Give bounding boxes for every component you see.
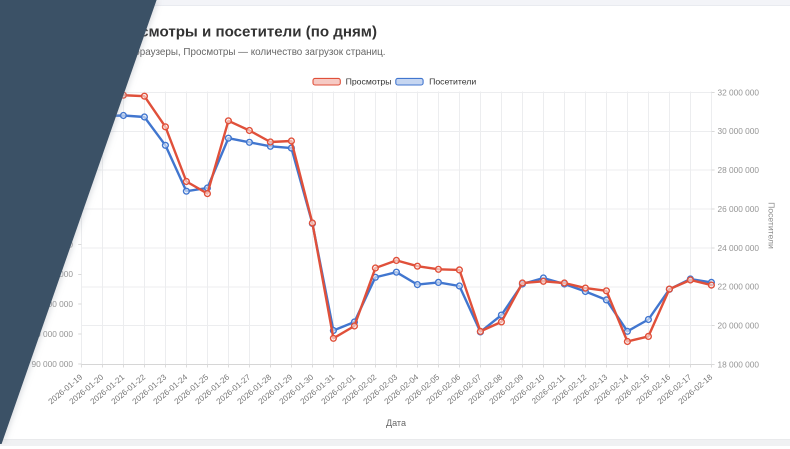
svg-text:Просмотры и посетители (по дня: Просмотры и посетители (по дням): [111, 24, 377, 41]
svg-text:150 000 000: 150 000 000: [27, 180, 74, 190]
svg-text:90 000 000: 90 000 000: [31, 359, 73, 369]
svg-text:Посетители: Посетители: [429, 76, 476, 86]
svg-text:18 000 000: 18 000 000: [718, 359, 760, 369]
svg-text:Дата: Дата: [386, 418, 406, 428]
svg-text:170 000 000: 170 000 000: [27, 120, 74, 130]
svg-text:Просмотры: Просмотры: [346, 76, 392, 86]
svg-text:140 000 000: 140 000 000: [27, 209, 74, 219]
svg-text:160 000 000: 160 000 000: [27, 150, 74, 160]
svg-text:26 000 000: 26 000 000: [718, 204, 760, 214]
svg-text:130 000 000: 130 000 000: [27, 239, 74, 249]
svg-text:28 000 000: 28 000 000: [718, 165, 760, 175]
svg-text:20 000 000: 20 000 000: [718, 321, 760, 331]
svg-text:30 000 000: 30 000 000: [718, 126, 760, 136]
svg-text:180 000 000: 180 000 000: [27, 90, 74, 100]
svg-text:110 000 000: 110 000 000: [27, 299, 73, 309]
svg-text:Посетители: Посетители: [767, 202, 777, 249]
svg-text:100 000 000: 100 000 000: [27, 329, 74, 339]
svg-text:24 000 000: 24 000 000: [718, 243, 760, 253]
svg-text:Посетители — уникальные браузе: Посетители — уникальные браузеры, Просмо…: [8, 47, 386, 58]
svg-text:32 000 000: 32 000 000: [718, 87, 760, 97]
svg-text:22 000 000: 22 000 000: [718, 282, 760, 292]
svg-text:120 000 000: 120 000 000: [27, 269, 74, 279]
